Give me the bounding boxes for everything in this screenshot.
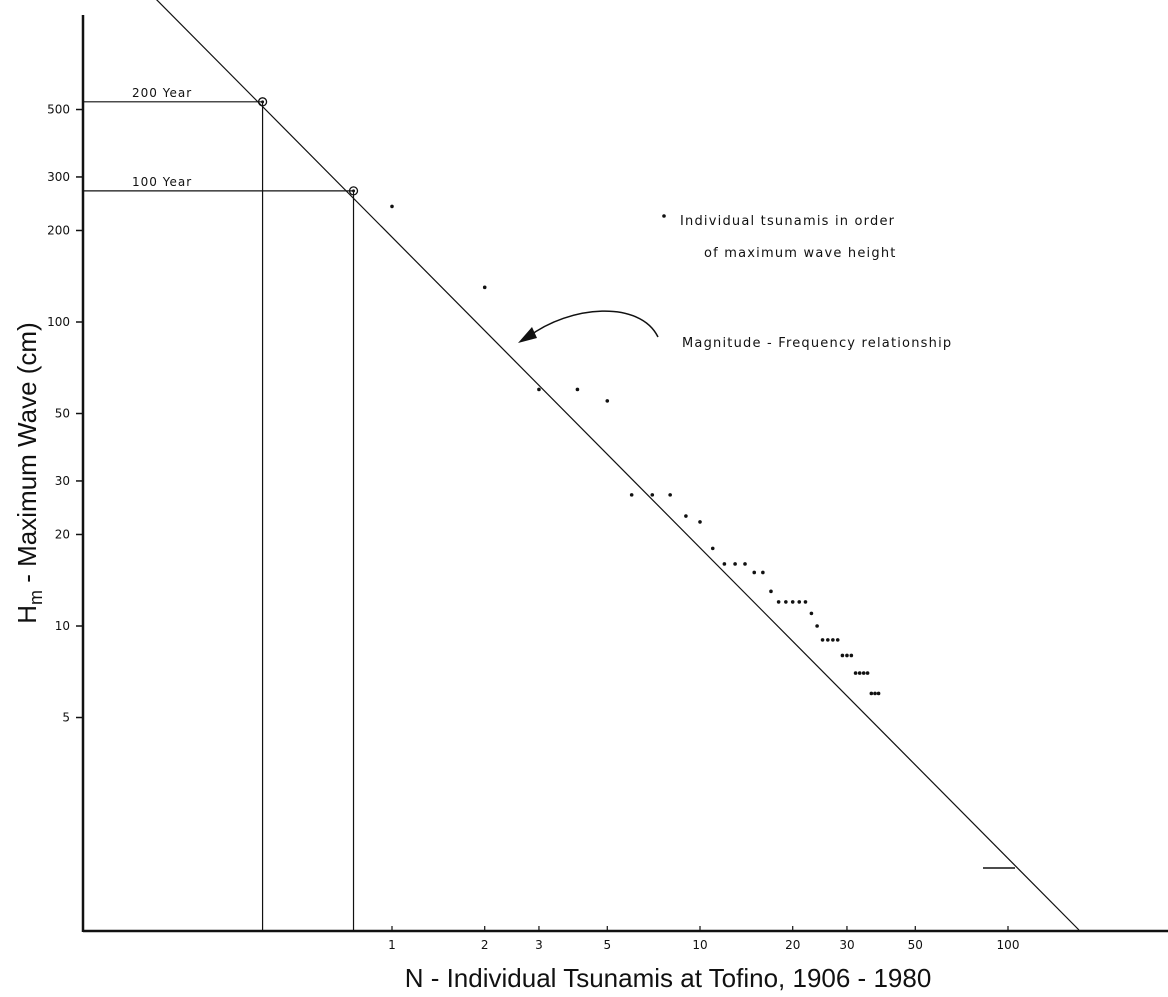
return-period-marker bbox=[348, 186, 359, 196]
data-point bbox=[826, 638, 830, 642]
y-ticks: 5 10 20 30 50 100 200 300 500 bbox=[47, 103, 83, 725]
x-axis-title: N - Individual Tsunamis at Tofino, 1906 … bbox=[405, 963, 932, 993]
data-point bbox=[629, 493, 634, 497]
x-tick-label: 3 bbox=[535, 938, 543, 952]
data-point bbox=[605, 399, 610, 403]
y-tick-label: 5 bbox=[62, 711, 70, 725]
magnitude-frequency-line bbox=[156, 0, 1080, 931]
return-period-marker-center bbox=[261, 100, 265, 104]
x-tick-label: 20 bbox=[785, 938, 800, 952]
data-point bbox=[873, 691, 877, 696]
legend-dot-icon bbox=[662, 214, 666, 218]
x-tick-label: 2 bbox=[481, 938, 489, 952]
data-point bbox=[861, 671, 866, 675]
data-point bbox=[537, 387, 541, 392]
data-point bbox=[845, 653, 849, 658]
y-tick-label: 20 bbox=[55, 527, 70, 541]
data-point bbox=[575, 387, 580, 392]
data-point bbox=[857, 671, 862, 675]
legend-dot-label-line2: of maximum wave height bbox=[704, 246, 897, 261]
data-point bbox=[815, 624, 819, 628]
y-axis-title-main: H bbox=[12, 605, 42, 624]
data-point bbox=[761, 570, 765, 575]
return-period-marker-center bbox=[352, 189, 356, 193]
return-period-lines bbox=[83, 97, 359, 931]
data-point bbox=[876, 691, 881, 696]
data-point bbox=[790, 600, 795, 604]
x-tick-label: 5 bbox=[603, 938, 611, 952]
data-point bbox=[390, 204, 394, 209]
data-point bbox=[722, 562, 727, 566]
data-point bbox=[809, 611, 814, 616]
data-point bbox=[684, 514, 688, 518]
data-point bbox=[482, 285, 487, 290]
data-point bbox=[835, 638, 840, 642]
data-point bbox=[865, 671, 870, 675]
label-100-year: 100 Year bbox=[132, 175, 192, 189]
legend: Individual tsunamis in order of maximum … bbox=[518, 214, 952, 351]
data-point bbox=[853, 671, 858, 675]
legend-dot-label-line1: Individual tsunamis in order bbox=[680, 214, 895, 229]
data-point bbox=[743, 562, 747, 566]
data-point bbox=[698, 520, 702, 524]
x-ticks: 1 2 3 5 10 20 30 50 100 bbox=[388, 926, 1019, 952]
y-tick-label: 50 bbox=[55, 407, 70, 421]
data-point bbox=[668, 493, 672, 497]
data-point bbox=[797, 600, 802, 604]
arrowhead-icon bbox=[518, 327, 537, 343]
x-tick-label: 1 bbox=[388, 938, 396, 952]
label-200-year: 200 Year bbox=[132, 86, 192, 100]
y-tick-label: 30 bbox=[55, 474, 70, 488]
x-tick-label: 50 bbox=[908, 938, 923, 952]
y-axis-title: Hm - Maximum Wave (cm) bbox=[12, 322, 46, 623]
y-tick-label: 100 bbox=[47, 315, 70, 329]
y-tick-label: 500 bbox=[47, 103, 70, 117]
data-points bbox=[390, 204, 881, 696]
legend-line-label: Magnitude - Frequency relationship bbox=[682, 336, 952, 351]
data-point bbox=[733, 562, 737, 566]
data-point bbox=[831, 638, 835, 642]
data-point bbox=[752, 570, 757, 575]
y-tick-label: 200 bbox=[47, 223, 70, 237]
data-point bbox=[769, 589, 773, 594]
x-tick-label: 100 bbox=[997, 938, 1020, 952]
data-point bbox=[803, 600, 808, 604]
data-point bbox=[650, 493, 655, 497]
data-point bbox=[840, 653, 845, 658]
y-tick-label: 10 bbox=[55, 619, 70, 633]
data-point bbox=[776, 600, 781, 604]
y-tick-label: 300 bbox=[47, 170, 70, 184]
data-point bbox=[820, 638, 825, 642]
x-tick-label: 30 bbox=[839, 938, 854, 952]
data-point bbox=[784, 600, 788, 604]
data-point bbox=[869, 691, 874, 696]
y-axis-title-sub: m bbox=[26, 590, 46, 605]
data-point bbox=[849, 653, 854, 658]
curved-arrow-icon bbox=[527, 310, 659, 338]
y-axis-title-rest: - Maximum Wave (cm) bbox=[12, 322, 42, 590]
data-point bbox=[710, 546, 715, 551]
x-tick-label: 10 bbox=[692, 938, 707, 952]
